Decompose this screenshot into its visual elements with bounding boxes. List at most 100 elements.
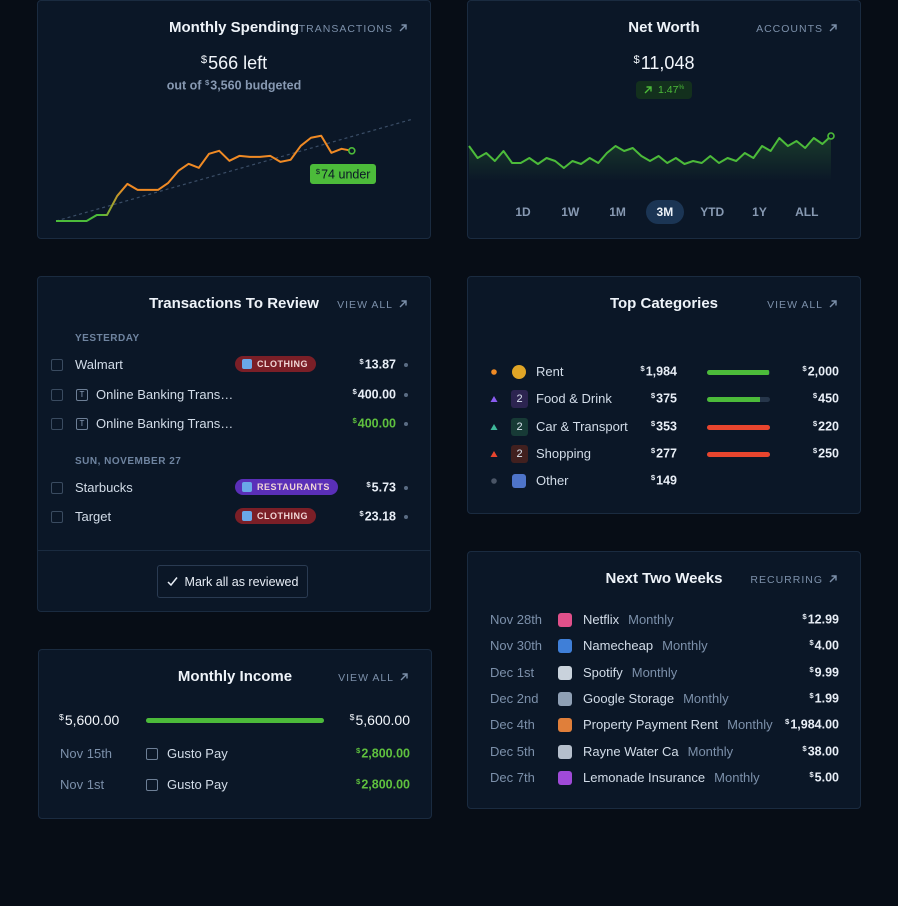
category-icon [512, 474, 526, 489]
amount: $5.73 [366, 479, 396, 494]
bill-frequency: Monthly [662, 638, 708, 654]
category-name: Shopping [536, 445, 591, 461]
range-button[interactable]: 1Y [752, 205, 767, 219]
dot [491, 369, 497, 375]
category-badge: 2 [511, 417, 528, 436]
trend-indicator [491, 369, 497, 375]
transfer-icon: T [76, 388, 88, 401]
category-name: Rent [536, 364, 564, 379]
amount-left: $566 left [200, 53, 268, 73]
status-dot [404, 485, 408, 490]
card-title: Monthly Income [177, 668, 293, 685]
card-link[interactable]: ACCOUNTS [756, 23, 838, 35]
range-button[interactable]: YTD [700, 205, 725, 219]
bill-date: Nov 28th [490, 612, 543, 627]
budget-fill [707, 397, 760, 403]
date-header: SUN, NOVEMBER 27 [75, 455, 182, 467]
arrow-icon [829, 575, 837, 583]
budget-pace-line [55, 118, 414, 222]
card-link[interactable]: RECURRING [750, 574, 838, 586]
current-point [347, 147, 356, 155]
bill-amount: $1.99 [809, 690, 839, 706]
spent-amount: $353 [650, 418, 677, 433]
bill-icon [558, 691, 572, 706]
bill-name: Spotify [583, 664, 623, 680]
income-fill [146, 718, 324, 723]
transfer-icon: T [76, 418, 88, 430]
net-worth-line [468, 135, 832, 169]
bill-frequency: Monthly [628, 612, 674, 627]
status-dot [404, 515, 408, 519]
net-worth-chart [468, 132, 835, 181]
arrow-icon [400, 673, 408, 681]
category-tag: CLOTHING [235, 508, 316, 524]
tag-icon [242, 359, 252, 369]
top-categories-card: Top Categories VIEW ALL Rent $1,984 $2,000 2 F… [467, 276, 861, 514]
trend-indicator [490, 423, 498, 430]
spent-amount: $375 [650, 391, 677, 406]
bill-line: Spotify Monthly [583, 665, 677, 681]
checkbox[interactable] [51, 388, 63, 401]
bill-date: Dec 5th [490, 743, 535, 759]
bill-icon [558, 665, 572, 680]
bill-icon [558, 744, 572, 759]
range-button[interactable]: 1W [561, 205, 580, 219]
spent-amount: $149 [650, 473, 677, 488]
bill-amount: $9.99 [809, 664, 839, 679]
checkbox[interactable] [51, 359, 63, 371]
bill-line: Lemonade Insurance Monthly [583, 770, 760, 786]
bill-frequency: Monthly [683, 690, 729, 706]
spending-line [56, 134, 352, 222]
divider [38, 550, 430, 551]
income-track [146, 718, 324, 723]
bill-amount: $1,984.00 [785, 717, 839, 732]
spending-chart [55, 118, 414, 222]
bill-amount: $38.00 [802, 743, 839, 758]
arrow-icon [399, 300, 407, 308]
range-button[interactable]: 1D [515, 205, 531, 219]
card-title: Transactions To Review [149, 295, 319, 312]
merchant-name: Online Banking Trans… [96, 416, 234, 431]
mark-reviewed-button[interactable]: Mark all as reviewed [157, 565, 308, 598]
income-amount: $2,800.00 [356, 746, 410, 761]
bill-frequency: Monthly [687, 743, 734, 759]
card-link[interactable]: VIEW ALL [337, 299, 408, 311]
card-link[interactable]: TRANSACTIONS [299, 23, 408, 35]
category-name: Food & Drink [536, 391, 612, 407]
arrow-path [829, 24, 837, 32]
checkbox[interactable] [51, 511, 63, 523]
bill-name: Lemonade Insurance [583, 769, 706, 785]
income-date: Nov 15th [60, 746, 113, 761]
category-badge: 2 [511, 444, 528, 463]
bill-icon [558, 718, 572, 733]
trend-indicator [491, 478, 497, 484]
bill-amount: $5.00 [809, 769, 839, 785]
range-button[interactable]: 1M [609, 205, 626, 219]
net-worth-area [469, 136, 831, 181]
range-button[interactable]: ALL [795, 205, 819, 219]
trend-indicator [490, 450, 498, 457]
arrow-icon [399, 24, 407, 32]
spent-amount: $1,984 [640, 364, 677, 379]
triangle [490, 396, 498, 403]
arrow-path [644, 86, 652, 94]
range-button[interactable]: 3M [645, 200, 684, 224]
checkbox[interactable] [51, 418, 63, 430]
arrow-path [829, 575, 837, 583]
budget-amount: $220 [812, 418, 839, 433]
checkbox[interactable] [51, 481, 63, 494]
trend-indicator [490, 396, 498, 403]
amount: $23.18 [359, 509, 396, 524]
status-dot [404, 363, 408, 367]
category-badge: 2 [511, 390, 528, 409]
bill-icon [558, 639, 572, 654]
bill-name: Property Payment Rent [583, 717, 719, 733]
status-dot [404, 392, 408, 397]
card-link[interactable]: VIEW ALL [767, 299, 838, 311]
card-link[interactable]: VIEW ALL [338, 672, 409, 684]
change-pill: 1.47% [636, 81, 693, 99]
bill-amount: $4.00 [809, 638, 839, 653]
card-title: Top Categories [609, 295, 719, 312]
bill-name: Namecheap [583, 638, 654, 654]
